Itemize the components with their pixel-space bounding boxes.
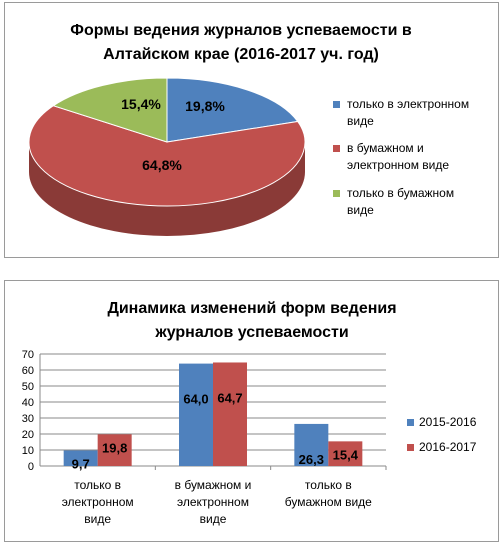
- pie-legend-label: виде: [347, 203, 374, 217]
- pie-chart-panel: Формы ведения журналов успеваемости в Алт…: [4, 2, 499, 258]
- pie-side-wall: [29, 142, 305, 236]
- x-category-label: электронном: [62, 495, 134, 509]
- y-tick-label: 30: [22, 413, 34, 425]
- x-category-label: электронном: [177, 495, 249, 509]
- pie-chart-title-line: Алтайском крае (2016-2017 уч. год): [103, 46, 379, 63]
- pie-legend-label: электронном виде: [347, 158, 449, 172]
- bar-chart: Динамика изменений форм ведения журналов …: [22, 300, 477, 526]
- pie-chart-title-line: Формы ведения журналов успеваемости в: [70, 22, 412, 39]
- x-category-label: только в: [74, 478, 121, 492]
- pie-data-label: 15,4%: [121, 96, 161, 112]
- x-category-label: бумажном виде: [285, 495, 372, 509]
- y-tick-label: 70: [22, 349, 34, 361]
- bar: [97, 434, 132, 466]
- bar-chart-panel: Динамика изменений форм ведения журналов …: [4, 280, 499, 542]
- bar-data-label: 19,8: [102, 440, 127, 455]
- pie-data-label: 19,8%: [185, 98, 225, 114]
- y-tick-label: 10: [22, 445, 34, 457]
- pie-slice: [52, 77, 168, 143]
- bar-data-label: 64,7: [217, 390, 242, 405]
- pie-data-label: 64,8%: [142, 157, 182, 173]
- bar-chart-title-line: журналов успеваемости: [154, 324, 348, 341]
- x-category-label: виде: [84, 512, 111, 526]
- bar: [63, 450, 98, 466]
- pie-legend-label: виде: [347, 114, 374, 128]
- y-tick-label: 20: [22, 429, 34, 441]
- y-tick-label: 50: [22, 381, 34, 393]
- x-category-label: виде: [200, 512, 227, 526]
- x-category-label: в бумажном и: [175, 478, 252, 492]
- pie-legend-label: в бумажном и: [347, 141, 424, 155]
- pie-slice: [28, 105, 306, 207]
- pie-legend-swatch: [333, 145, 340, 152]
- y-tick-label: 40: [22, 397, 34, 409]
- pie-slice: [166, 77, 299, 143]
- bar-data-label: 26,3: [299, 452, 324, 467]
- bar-legend-swatch: [407, 419, 414, 426]
- bar: [213, 362, 247, 466]
- pie-legend-swatch: [333, 190, 340, 197]
- pie-legend-label: только в бумажном: [347, 186, 454, 200]
- bar-legend-label: 2016-2017: [419, 440, 477, 454]
- bar: [294, 423, 329, 466]
- y-tick-label: 0: [28, 461, 34, 473]
- y-tick-label: 60: [22, 365, 34, 377]
- pie-chart: Формы ведения журналов успеваемости в Алт…: [28, 22, 469, 236]
- pie-legend-swatch: [333, 101, 340, 108]
- bar-data-label: 15,4: [333, 447, 359, 462]
- pie-legend-label: только в электронном: [347, 97, 469, 111]
- bar-legend-label: 2015-2016: [419, 415, 477, 429]
- bar-data-label: 9,7: [72, 456, 90, 471]
- bar-data-label: 64,0: [183, 392, 208, 407]
- bar: [328, 441, 363, 466]
- bar-chart-title-line: Динамика изменений форм ведения: [107, 300, 396, 317]
- x-category-label: только в: [305, 478, 352, 492]
- bar-legend-swatch: [407, 444, 414, 451]
- bar: [179, 363, 213, 466]
